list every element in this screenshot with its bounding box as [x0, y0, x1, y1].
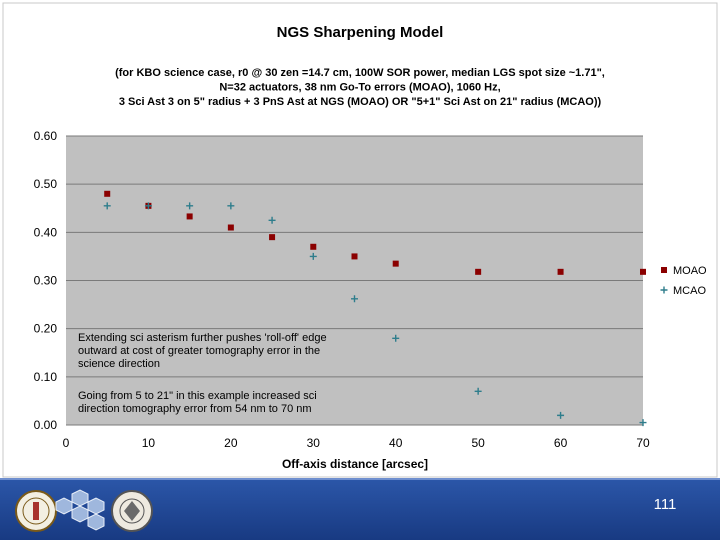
- page-number: 111: [653, 496, 677, 513]
- annotation-line: science direction: [78, 358, 160, 370]
- x-tick-label: 70: [636, 436, 650, 450]
- mcao-point: [474, 387, 482, 395]
- telescope-mirror-logo: [55, 489, 105, 531]
- annotation-text: Going from 5 to 21" in this example incr…: [78, 390, 317, 416]
- annotation-text: Extending sci asterism further pushes 'r…: [78, 332, 327, 371]
- x-tick-label: 60: [554, 436, 568, 450]
- institution-logos: [15, 489, 153, 532]
- mcao-point: [268, 216, 276, 224]
- moao-point: [392, 260, 399, 267]
- chart-subtitle: (for KBO science case, r0 @ 30 zen =14.7…: [115, 67, 605, 108]
- y-axis-ticks: 0.00 0.10 0.20 0.30 0.40 0.50 0.60: [34, 129, 58, 432]
- seal-logo-right: [111, 490, 153, 532]
- x-tick-label: 20: [224, 436, 238, 450]
- moao-point: [310, 243, 317, 250]
- mcao-point: [392, 334, 400, 342]
- mcao-point: [186, 202, 194, 210]
- x-tick-label: 50: [471, 436, 485, 450]
- moao-point: [351, 253, 358, 260]
- x-tick-label: 0: [63, 436, 70, 450]
- moao-point: [640, 268, 646, 275]
- legend-label: MCAO: [673, 285, 706, 297]
- annotation-line: direction tomography error from 54 nm to…: [78, 403, 312, 415]
- y-tick-label: 0.20: [34, 322, 58, 336]
- annotation-line: Extending sci asterism further pushes 'r…: [78, 332, 327, 344]
- seal-logo-left: [15, 490, 57, 532]
- moao-point: [269, 234, 276, 241]
- x-tick-label: 10: [142, 436, 156, 450]
- scatter-chart: NGS Sharpening Model (for KBO science ca…: [2, 2, 718, 478]
- mcao-point: [309, 252, 317, 260]
- legend-marker-mcao: [660, 286, 668, 294]
- mcao-point: [557, 411, 565, 419]
- legend: MOAO MCAO: [660, 265, 707, 297]
- legend-marker-moao: [661, 267, 667, 273]
- x-tick-label: 40: [389, 436, 403, 450]
- moao-point: [104, 190, 111, 197]
- y-tick-label: 0.30: [34, 274, 58, 288]
- moao-point: [475, 268, 482, 275]
- subtitle-line: N=32 actuators, 38 nm Go-To errors (MOAO…: [219, 82, 500, 94]
- data-marks: [103, 190, 647, 427]
- y-tick-label: 0.40: [34, 225, 58, 239]
- mcao-point: [103, 202, 111, 210]
- y-tick-label: 0.60: [34, 129, 58, 143]
- mcao-point: [144, 202, 152, 210]
- y-tick-label: 0.10: [34, 370, 58, 384]
- x-tick-label: 30: [307, 436, 321, 450]
- y-tick-label: 0.00: [34, 418, 58, 432]
- y-tick-label: 0.50: [34, 177, 58, 191]
- chart-title: NGS Sharpening Model: [277, 24, 444, 41]
- subtitle-line: (for KBO science case, r0 @ 30 zen =14.7…: [115, 67, 605, 79]
- footer-divider: [0, 478, 720, 481]
- mcao-point: [227, 202, 235, 210]
- x-axis-label: Off-axis distance [arcsec]: [282, 457, 428, 471]
- x-axis-ticks: 0 10 20 30 40 50 60 70: [63, 436, 650, 450]
- moao-point: [557, 268, 564, 275]
- moao-point: [227, 224, 234, 231]
- gridlines: [66, 135, 643, 426]
- annotation-line: Going from 5 to 21" in this example incr…: [78, 390, 317, 402]
- mcao-point: [351, 295, 358, 303]
- mcao-point: [639, 419, 647, 427]
- legend-label: MOAO: [673, 265, 707, 277]
- annotation-line: outward at cost of greater tomography er…: [78, 345, 321, 357]
- subtitle-line: 3 Sci Ast 3 on 5" radius + 3 PnS Ast at …: [119, 96, 602, 108]
- moao-point: [186, 213, 193, 220]
